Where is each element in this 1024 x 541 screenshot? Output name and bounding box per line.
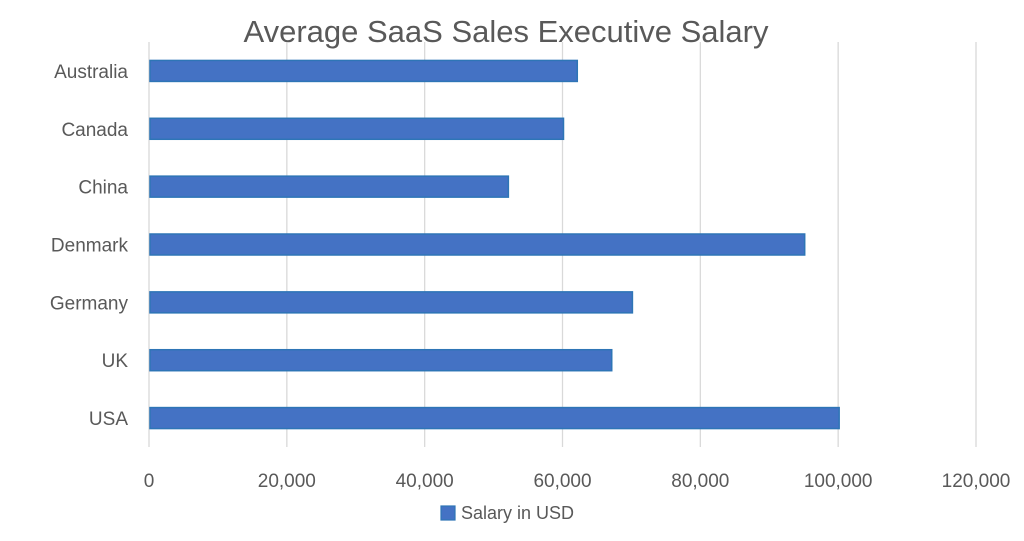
bar-usa — [149, 406, 840, 430]
category-labels: Australia Canada China Denmark Germany UK USA — [50, 62, 129, 430]
legend-label: Salary in USD — [461, 503, 574, 523]
category-label-canada: Canada — [61, 120, 128, 141]
x-tick-label-0: 0 — [144, 471, 155, 492]
legend: Salary in USD — [440, 503, 574, 523]
category-label-uk: UK — [102, 351, 129, 372]
bar-germany — [149, 291, 634, 314]
x-tick-label-2: 40,000 — [396, 471, 454, 492]
category-label-denmark: Denmark — [51, 236, 129, 257]
bar-canada — [149, 117, 565, 141]
x-tick-label-5: 100,000 — [804, 471, 873, 492]
x-tick-label-3: 60,000 — [533, 471, 591, 492]
chart-title: Average SaaS Sales Executive Salary — [243, 14, 769, 49]
bar-australia — [149, 59, 579, 83]
category-label-usa: USA — [89, 409, 128, 430]
x-tick-label-6: 120,000 — [942, 471, 1011, 492]
category-label-australia: Australia — [54, 62, 128, 83]
bars — [149, 59, 840, 430]
x-tick-label-4: 80,000 — [671, 471, 729, 492]
category-label-china: China — [78, 178, 128, 199]
category-label-germany: Germany — [50, 293, 129, 314]
legend-swatch — [440, 505, 456, 521]
x-tick-labels: 0 20,000 40,000 60,000 80,000 100,000 120,000 — [144, 471, 1011, 492]
bar-china — [149, 175, 510, 198]
x-tick-label-1: 20,000 — [258, 471, 316, 492]
bar-uk — [149, 348, 613, 372]
bar-denmark — [149, 233, 806, 256]
